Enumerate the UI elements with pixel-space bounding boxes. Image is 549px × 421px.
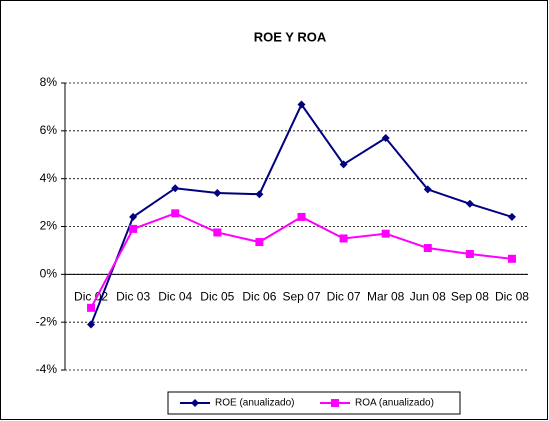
legend-label: ROE (anualizado) <box>215 398 294 409</box>
x-tick-label: Dic 03 <box>116 290 150 304</box>
y-tick-label: 4% <box>40 171 58 185</box>
marker <box>255 190 264 199</box>
marker <box>255 238 264 247</box>
marker <box>423 185 432 194</box>
x-tick-label: Dic 08 <box>495 290 529 304</box>
y-tick-label: -4% <box>36 362 58 376</box>
y-tick-label: 6% <box>40 123 58 137</box>
marker <box>297 212 306 221</box>
x-tick-label: Dic 06 <box>242 290 276 304</box>
marker <box>297 100 306 109</box>
marker <box>465 250 474 259</box>
marker <box>507 212 516 221</box>
x-tick-label: Jun 08 <box>410 290 446 304</box>
marker <box>129 224 138 233</box>
marker <box>381 229 390 238</box>
marker <box>423 244 432 253</box>
marker <box>381 134 390 143</box>
marker <box>507 254 516 263</box>
y-tick-label: 2% <box>40 219 58 233</box>
x-tick-label: Dic 05 <box>200 290 234 304</box>
legend-marker <box>331 399 339 407</box>
marker <box>213 189 222 198</box>
marker <box>465 199 474 208</box>
legend-box <box>167 391 461 415</box>
marker <box>339 160 348 169</box>
marker <box>87 320 96 329</box>
legend-label: ROA (anualizado) <box>355 398 434 409</box>
legend-marker <box>191 399 199 407</box>
marker <box>129 212 138 221</box>
chart-title: ROE Y ROA <box>254 29 327 44</box>
x-tick-label: Dic 07 <box>327 290 361 304</box>
legend: ROE (anualizado) ROA (anualizado) <box>167 391 461 415</box>
marker <box>87 303 96 312</box>
x-tick-label: Sep 07 <box>282 290 320 304</box>
y-tick-label: 8% <box>40 75 58 89</box>
marker <box>339 234 348 243</box>
x-tick-label: Dic 04 <box>158 290 192 304</box>
y-tick-label: -2% <box>36 314 58 328</box>
x-tick-label: Mar 08 <box>367 290 405 304</box>
marker <box>171 209 180 218</box>
marker <box>213 228 222 237</box>
marker <box>171 184 180 193</box>
x-tick-label: Sep 08 <box>451 290 489 304</box>
y-tick-label: 0% <box>40 267 58 281</box>
